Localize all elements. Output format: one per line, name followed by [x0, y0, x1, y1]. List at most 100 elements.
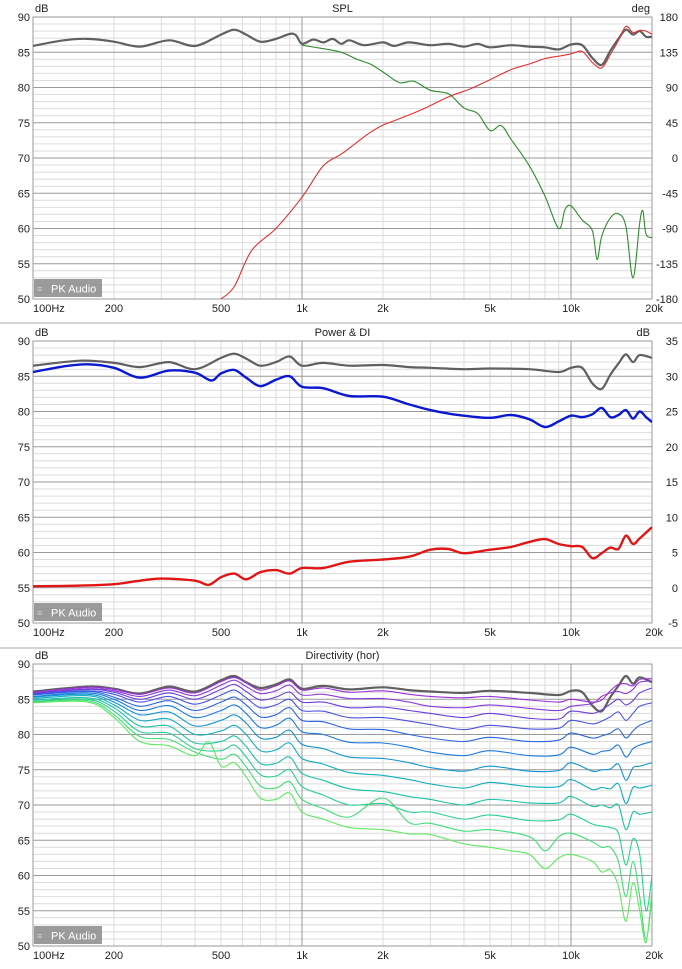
watermark-text: PK Audio [51, 608, 96, 620]
series-line-7 [33, 692, 652, 758]
speaker-icon: ≡ [37, 284, 42, 294]
speaker-icon: ≡ [37, 931, 42, 941]
watermark-box [34, 279, 102, 297]
x-tick-label: 2k [377, 627, 389, 639]
x-tick-label: 2k [377, 303, 389, 315]
x-tick-label: 200 [105, 303, 123, 315]
plot-frame [32, 16, 653, 300]
plot-frame [32, 663, 653, 947]
chart-title: SPL [332, 3, 353, 15]
y-tick-label: 65 [18, 188, 30, 200]
x-tick-label: 10k [562, 950, 580, 962]
x-tick-label: 1k [296, 303, 308, 315]
y-tick-label: 85 [18, 47, 30, 59]
y-tick-label: 50 [18, 618, 30, 630]
x-tick-label: 5k [484, 627, 496, 639]
y2-tick-label: 30 [666, 371, 678, 383]
left-axis-unit: dB [35, 650, 48, 662]
y-tick-label: 90 [18, 12, 30, 24]
y2-tick-label: 180 [660, 12, 678, 24]
right-axis-unit: dB [637, 327, 650, 339]
chart-title: Directivity (hor) [306, 650, 380, 662]
series-line-4 [33, 683, 652, 721]
y-tick-label: 70 [18, 153, 30, 165]
y2-tick-label: 0 [672, 153, 678, 165]
y2-tick-label: 35 [666, 336, 678, 348]
x-tick-label: 100Hz [33, 950, 65, 962]
series-line-2 [33, 363, 652, 429]
y-tick-label: 60 [18, 548, 30, 560]
y-tick-label: 65 [18, 835, 30, 847]
y2-tick-label: 20 [666, 442, 678, 454]
y-tick-label: 75 [18, 765, 30, 777]
y-tick-label: 60 [18, 224, 30, 236]
y2-tick-label: 0 [672, 583, 678, 595]
x-tick-label: 500 [212, 303, 230, 315]
chart-panel-1: SPL dB deg 90 85 80 75 70 65 60 55 50 180 135 90 45 0 -45… [18, 3, 678, 315]
series-line-6 [33, 690, 652, 743]
left-axis-unit: dB [35, 3, 48, 15]
y2-tick-label: 25 [666, 407, 678, 419]
x-tick-label: 20k [645, 303, 663, 315]
series-line-1 [33, 674, 652, 713]
y-tick-label: 85 [18, 371, 30, 383]
x-tick-label: 5k [484, 303, 496, 315]
series-line-1 [33, 352, 652, 391]
watermark: ≡ PK Audio [34, 279, 102, 297]
x-tick-label: 100Hz [33, 627, 65, 639]
y-tick-label: 85 [18, 694, 30, 706]
series-line-9 [33, 694, 652, 805]
x-tick-label: 10k [562, 303, 580, 315]
watermark-text: PK Audio [51, 931, 96, 943]
y2-tick-label: -135 [656, 259, 678, 271]
y-tick-label: 80 [18, 83, 30, 95]
series-line-10 [33, 696, 652, 831]
y2-tick-label: 5 [672, 548, 678, 560]
series-line-3 [33, 679, 652, 712]
series-group [33, 674, 652, 944]
x-tick-label: 20k [645, 627, 663, 639]
y-tick-label: 55 [18, 583, 30, 595]
y2-tick-label: -180 [656, 294, 678, 306]
x-tick-label: 20k [645, 950, 663, 962]
x-tick-label: 500 [212, 627, 230, 639]
x-tick-label: 200 [105, 950, 123, 962]
plot-frame [32, 340, 653, 624]
chart-panel-3: Directivity (hor) dB 90 85 80 75 70 65 60 55 50100… [18, 650, 664, 962]
chart-title: Power & DI [315, 327, 371, 339]
x-tick-label: 100Hz [33, 303, 65, 315]
speaker-icon: ≡ [37, 608, 42, 618]
right-axis-unit: deg [632, 3, 650, 15]
y2-tick-label: 10 [666, 512, 678, 524]
y-tick-label: 55 [18, 906, 30, 918]
series-line-3 [301, 44, 652, 279]
y-tick-label: 80 [18, 730, 30, 742]
y2-tick-label: 90 [666, 83, 678, 95]
series-line-3 [33, 526, 652, 588]
y-tick-label: 90 [18, 659, 30, 671]
watermark-text: PK Audio [51, 284, 96, 296]
series-line-2 [220, 25, 652, 299]
y-tick-label: 90 [18, 336, 30, 348]
y2-tick-label: 135 [660, 47, 678, 59]
y2-tick-label: -45 [662, 188, 678, 200]
watermark: ≡ PK Audio [34, 926, 102, 944]
x-tick-label: 2k [377, 950, 389, 962]
y2-tick-label: 15 [666, 477, 678, 489]
x-tick-label: 1k [296, 950, 308, 962]
y-tick-label: 70 [18, 477, 30, 489]
left-axis-unit: dB [35, 327, 48, 339]
watermark: ≡ PK Audio [34, 603, 102, 621]
x-tick-label: 10k [562, 627, 580, 639]
y2-tick-label: -5 [668, 618, 678, 630]
y-tick-label: 60 [18, 871, 30, 883]
y-tick-label: 75 [18, 118, 30, 130]
series-group [33, 25, 652, 299]
series-line-12 [33, 699, 652, 940]
y-tick-label: 65 [18, 512, 30, 524]
watermark-box [34, 926, 102, 944]
series-line-2 [33, 676, 652, 703]
y-tick-label: 80 [18, 407, 30, 419]
